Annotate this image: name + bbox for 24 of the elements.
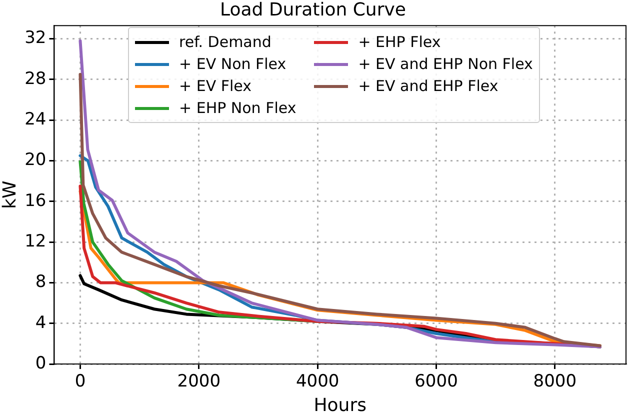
- legend-label: + EV and EHP Flex: [358, 77, 498, 95]
- x-tick-label: 2000: [177, 372, 221, 392]
- y-tick-label: 4: [35, 312, 46, 333]
- y-tick-label: 12: [24, 231, 46, 252]
- y-tick-label: 32: [24, 28, 46, 48]
- x-axis-title: Hours: [314, 394, 366, 416]
- legend-label: ref. Demand: [179, 33, 272, 51]
- legend-label: + EHP Flex: [358, 33, 441, 51]
- x-tick-label: 0: [74, 372, 86, 392]
- y-tick-label: 8: [35, 272, 46, 292]
- legend-label: + EV Non Flex: [179, 55, 286, 73]
- y-axis-title: kW: [0, 180, 20, 209]
- x-tick-label: 6000: [414, 372, 458, 392]
- y-tick-label: 28: [24, 68, 46, 89]
- legend-label: + EV Flex: [179, 77, 252, 95]
- legend-label: + EV and EHP Non Flex: [358, 55, 533, 73]
- y-tick-label: 24: [24, 110, 46, 130]
- y-tick-label: 16: [24, 190, 46, 211]
- chart-title: Load Duration Curve: [220, 0, 406, 20]
- x-tick-label: 8000: [533, 372, 577, 392]
- y-tick-label: 20: [24, 150, 46, 170]
- y-tick-label: 0: [35, 353, 46, 374]
- legend-label: + EHP Non Flex: [179, 99, 296, 117]
- x-tick-label: 4000: [296, 372, 340, 392]
